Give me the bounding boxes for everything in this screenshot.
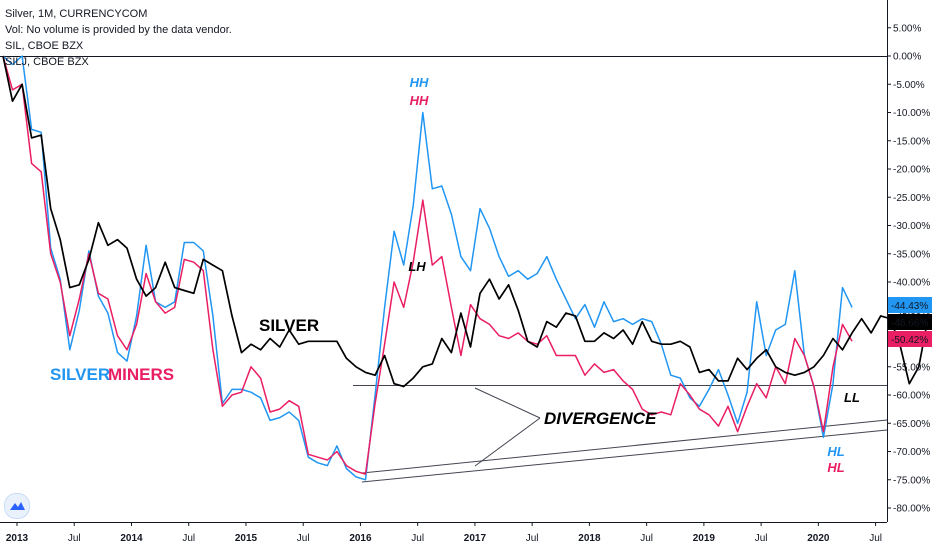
miners-trendline-upper	[361, 419, 888, 474]
divergence-pointer-upper	[474, 387, 541, 419]
y-tick-label: -35.00%	[893, 249, 930, 260]
legend-volume-note: Vol: No volume is provided by the data v…	[5, 24, 232, 36]
x-tick-label: Jul	[182, 533, 195, 544]
x-tick-label: 2018	[578, 533, 601, 544]
y-tick-label: -10.00%	[893, 108, 930, 119]
y-tick-label: 0.00%	[893, 52, 921, 63]
y-tick-label: -65.00%	[893, 419, 930, 430]
silj-last-value-badge	[888, 297, 932, 313]
hl-blue-label: HL	[827, 444, 844, 459]
x-tick-label: 2014	[120, 533, 143, 544]
y-tick-label: -55.00%	[893, 362, 930, 373]
x-tick-label: 2015	[235, 533, 258, 544]
x-tick-label: Jul	[68, 533, 81, 544]
y-tick-label: -5.00%	[893, 80, 925, 91]
hh-blue-label: HH	[410, 75, 429, 90]
y-tick-label: -25.00%	[893, 193, 930, 204]
silver-series-line	[2, 55, 932, 388]
divergence-pointer-lower	[474, 417, 541, 467]
hh-pink-label: HH	[410, 93, 429, 108]
x-tick-label: 2019	[693, 533, 716, 544]
silver-last-value-badge	[888, 314, 932, 330]
x-tick-label: Jul	[411, 533, 424, 544]
silver-last-value-label: -46.66%	[891, 318, 928, 329]
silver-label: SILVER	[259, 316, 319, 335]
x-tick-label: Jul	[755, 533, 768, 544]
sil-series-line	[2, 55, 853, 475]
legend: Silver, 1M, CURRENCYCOM Vol: No volume i…	[5, 6, 232, 70]
legend-sil[interactable]: SIL, CBOE BZX	[5, 40, 84, 52]
sil-last-value-badge	[888, 331, 932, 347]
y-tick-label: -60.00%	[893, 391, 930, 402]
y-tick-label: -40.00%	[893, 278, 930, 289]
y-tick-label: -80.00%	[893, 504, 930, 515]
x-tick-label: 2013	[6, 533, 29, 544]
y-tick-label: 5.00%	[893, 23, 921, 34]
y-tick-label: -75.00%	[893, 475, 930, 486]
y-tick-label: -30.00%	[893, 221, 930, 232]
lh-label: LH	[408, 259, 426, 274]
ll-label: LL	[844, 390, 860, 405]
silj-last-value-label: -44.43%	[891, 301, 928, 312]
sil-last-value-label: -50.42%	[891, 335, 928, 346]
miners-trendline-lower	[361, 429, 888, 483]
legend-silj[interactable]: SILJ, CBOE BZX	[5, 56, 89, 68]
y-tick-label: -20.00%	[893, 165, 930, 176]
hl-pink-label: HL	[827, 460, 844, 475]
x-tick-label: Jul	[640, 533, 653, 544]
miners-silver-label: SILVER	[50, 365, 110, 384]
miners-miners-label: MINERS	[108, 365, 174, 384]
legend-title[interactable]: Silver, 1M, CURRENCYCOM	[5, 8, 148, 20]
divergence-label: DIVERGENCE	[544, 409, 657, 428]
x-tick-label: Jul	[297, 533, 310, 544]
y-tick-label: -15.00%	[893, 136, 930, 147]
tradingview-logo-icon[interactable]	[4, 493, 30, 519]
x-tick-label: Jul	[526, 533, 539, 544]
x-tick-label: 2016	[349, 533, 372, 544]
silj-series-line	[2, 55, 853, 481]
y-tick-label: -70.00%	[893, 447, 930, 458]
x-tick-label: 2020	[807, 533, 830, 544]
x-tick-label: Jul	[869, 533, 882, 544]
x-tick-label: 2017	[464, 533, 487, 544]
